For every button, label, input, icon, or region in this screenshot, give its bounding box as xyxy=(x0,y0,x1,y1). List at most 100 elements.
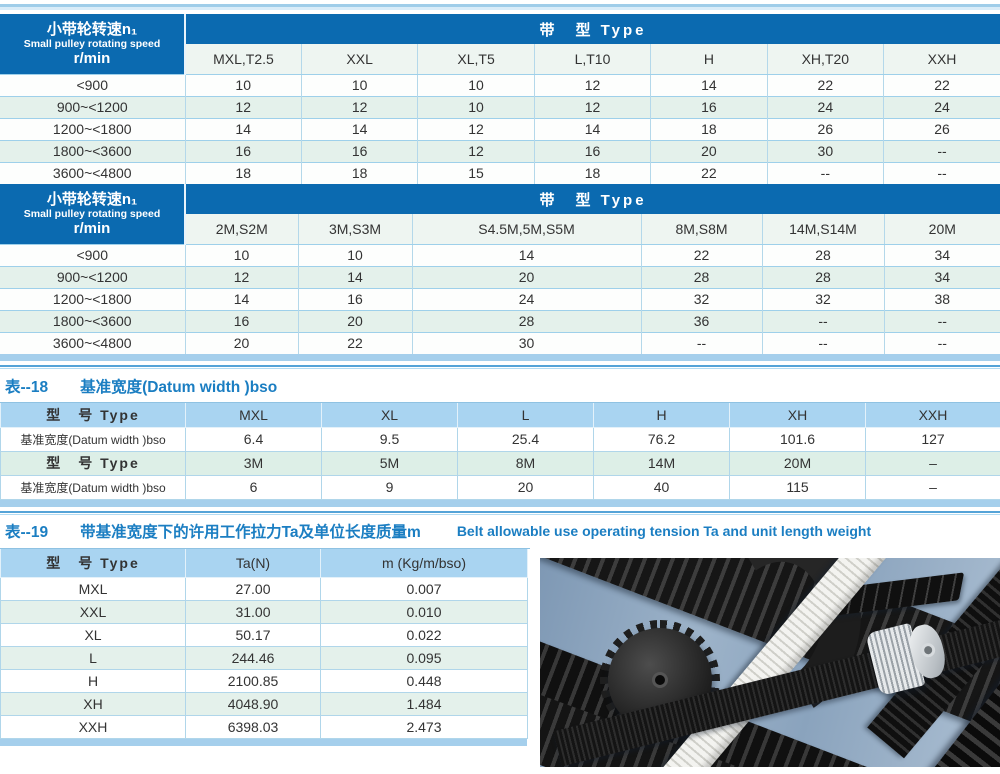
table-cell: 20 xyxy=(297,309,412,332)
pulley-speed-header-cell: 小带轮转速n₁ Small pulley rotating speed r/mi… xyxy=(0,184,186,244)
column-header-cell: 14M,S14M xyxy=(761,214,884,245)
table-cell: -- xyxy=(883,161,1000,184)
table-row: 型 号 Type MXL XL L H XH XXH xyxy=(0,403,1000,428)
table-bottom-bar xyxy=(0,354,1000,361)
table-row: XXH 6398.03 2.473 xyxy=(0,715,528,739)
table-row: 基准宽度(Datum width )bso 6 9 20 40 115– xyxy=(0,474,1000,500)
table-row: <900 10 10 14 22 28 34 xyxy=(0,243,1000,266)
table-cell: -- xyxy=(761,309,884,332)
table-cell: 36 xyxy=(640,309,762,332)
table-cell: 1200~<1800 xyxy=(0,287,185,310)
table-row: 型 号 Type 3M 5M 8M 14M 20M – xyxy=(0,450,1000,476)
table-cell: 20 xyxy=(457,474,594,500)
table-row: 900~<1200 12 12 10 12 16 24 24 xyxy=(0,95,1000,118)
table-cell: -- xyxy=(640,331,762,354)
table-cell: -- xyxy=(766,161,884,184)
table-cell: XL xyxy=(0,623,186,647)
column-header-cell: 3M,S3M xyxy=(297,214,412,245)
table-row: 1200~<1800 14 16 24 32 32 38 xyxy=(0,287,1000,310)
table-cell: 1800~<3600 xyxy=(0,309,185,332)
tension-weight-table: 型 号 Type Ta(N) m (Kg/m/bso) MXL 27.00 0.007 X… xyxy=(0,548,528,739)
table-cell: -- xyxy=(883,331,1000,354)
table-cell: 12 xyxy=(417,117,535,140)
table-cell: 24 xyxy=(411,287,641,310)
table-cell: 型 号 Type xyxy=(0,450,186,476)
column-header-row: 型 号 Type Ta(N) m (Kg/m/bso) xyxy=(0,548,528,578)
table-cell: 20M xyxy=(729,450,866,476)
table-cell: 32 xyxy=(640,287,762,310)
table-cell: 12 xyxy=(417,139,535,162)
table-cell: 15 xyxy=(417,161,535,184)
table-cell: 2100.85 xyxy=(185,669,321,693)
table-cell: XXH xyxy=(0,715,186,739)
table-cell: H xyxy=(593,403,730,428)
pulley-speed-header-cell: 小带轮转速n₁ Small pulley rotating speed r/mi… xyxy=(0,14,186,74)
column-header-cell: XXH xyxy=(883,44,1000,75)
table-row: 1800~<3600 16 16 12 16 20 30 -- xyxy=(0,139,1000,162)
pulley-speed-title-en: Small pulley rotating speed xyxy=(23,207,161,220)
table-cell: 9 xyxy=(321,474,458,500)
table-cell: 6.4 xyxy=(185,426,322,452)
column-header-cell: m (Kg/m/bso) xyxy=(320,548,528,578)
table-cell: 8M xyxy=(457,450,594,476)
table-cell: 10 xyxy=(297,243,412,266)
column-header-row: MXL,T2.5 XXL XL,T5 L,T10 H XH,T20 XXH xyxy=(0,44,1000,75)
bottom-section: 型 号 Type Ta(N) m (Kg/m/bso) MXL 27.00 0.007 X… xyxy=(0,547,1000,767)
table-cell: 40 xyxy=(593,474,730,500)
table-row: 基准宽度(Datum width )bso 6.4 9.5 25.4 76.2 101.6… xyxy=(0,426,1000,452)
section-gap xyxy=(0,361,1000,365)
table-cell: XH xyxy=(729,403,866,428)
table-row: <900 10 10 10 12 14 22 22 xyxy=(0,73,1000,96)
table-row: 900~<1200 12 14 20 28 28 34 xyxy=(0,265,1000,288)
table-row: 小带轮转速n₁ Small pulley rotating speed r/mi… xyxy=(0,184,1000,244)
column-header-cell: L,T10 xyxy=(533,44,651,75)
table-cell: 1200~<1800 xyxy=(0,117,185,140)
table-cell: 101.6 xyxy=(729,426,866,452)
table-cell: 900~<1200 xyxy=(0,265,185,288)
table-cell: 14 xyxy=(300,117,418,140)
table-cell: 3600~<4800 xyxy=(0,331,185,354)
table19-title-en: Belt allowable use operating tension Ta … xyxy=(456,523,872,539)
table-cell: 28 xyxy=(761,265,884,288)
column-header-cell: H xyxy=(650,44,768,75)
column-header-cell: Ta(N) xyxy=(185,548,321,578)
table18-title: 基准宽度(Datum width )bso xyxy=(80,378,278,396)
table-cell: <900 xyxy=(0,73,185,96)
table-cell: 244.46 xyxy=(185,646,321,670)
table-row: H 2100.85 0.448 xyxy=(0,669,528,693)
table-bottom-bar xyxy=(0,499,1000,507)
table-cell: 20 xyxy=(184,331,298,354)
table-cell: 16 xyxy=(533,139,651,162)
table-cell: 10 xyxy=(417,73,535,96)
table-cell: 12 xyxy=(533,73,651,96)
table-row: 3600~<4800 20 22 30 -- -- -- xyxy=(0,331,1000,354)
table-cell: 10 xyxy=(300,73,418,96)
table-cell: L xyxy=(0,646,186,670)
table-cell: 34 xyxy=(883,243,1000,266)
table-cell: – xyxy=(865,474,1000,500)
table-cell: 14 xyxy=(297,265,412,288)
table-row: 1200~<1800 14 14 12 14 18 26 26 xyxy=(0,117,1000,140)
table-cell: 26 xyxy=(766,117,884,140)
table-cell: XXL xyxy=(0,600,186,624)
table-cell: 14 xyxy=(411,243,641,266)
table-row: L 244.46 0.095 xyxy=(0,646,528,670)
datum-width-table: 型 号 Type MXL XL L H XH XXH 基准宽度(Datum width )bs… xyxy=(0,403,1000,500)
table-cell: MXL xyxy=(185,403,322,428)
table-cell: 30 xyxy=(411,331,641,354)
section-divider xyxy=(0,365,1000,369)
table-cell: 18 xyxy=(300,161,418,184)
table-cell: 12 xyxy=(300,95,418,118)
table-row: XH 4048.90 1.484 xyxy=(0,692,528,716)
table-cell: 14 xyxy=(184,117,302,140)
table-cell: 50.17 xyxy=(185,623,321,647)
speed-table-metric-belts: 小带轮转速n₁ Small pulley rotating speed r/mi… xyxy=(0,184,1000,354)
table19-caption: 表--19 带基准宽度下的许用工作拉力Ta及单位长度质量m Belt allow… xyxy=(0,515,1000,548)
table-cell: 16 xyxy=(650,95,768,118)
column-header-cell: XH,T20 xyxy=(766,44,884,75)
table-row: 1800~<3600 16 20 28 36 -- -- xyxy=(0,309,1000,332)
top-divider-line xyxy=(0,4,1000,7)
table-cell: 900~<1200 xyxy=(0,95,185,118)
table-cell: 14 xyxy=(650,73,768,96)
